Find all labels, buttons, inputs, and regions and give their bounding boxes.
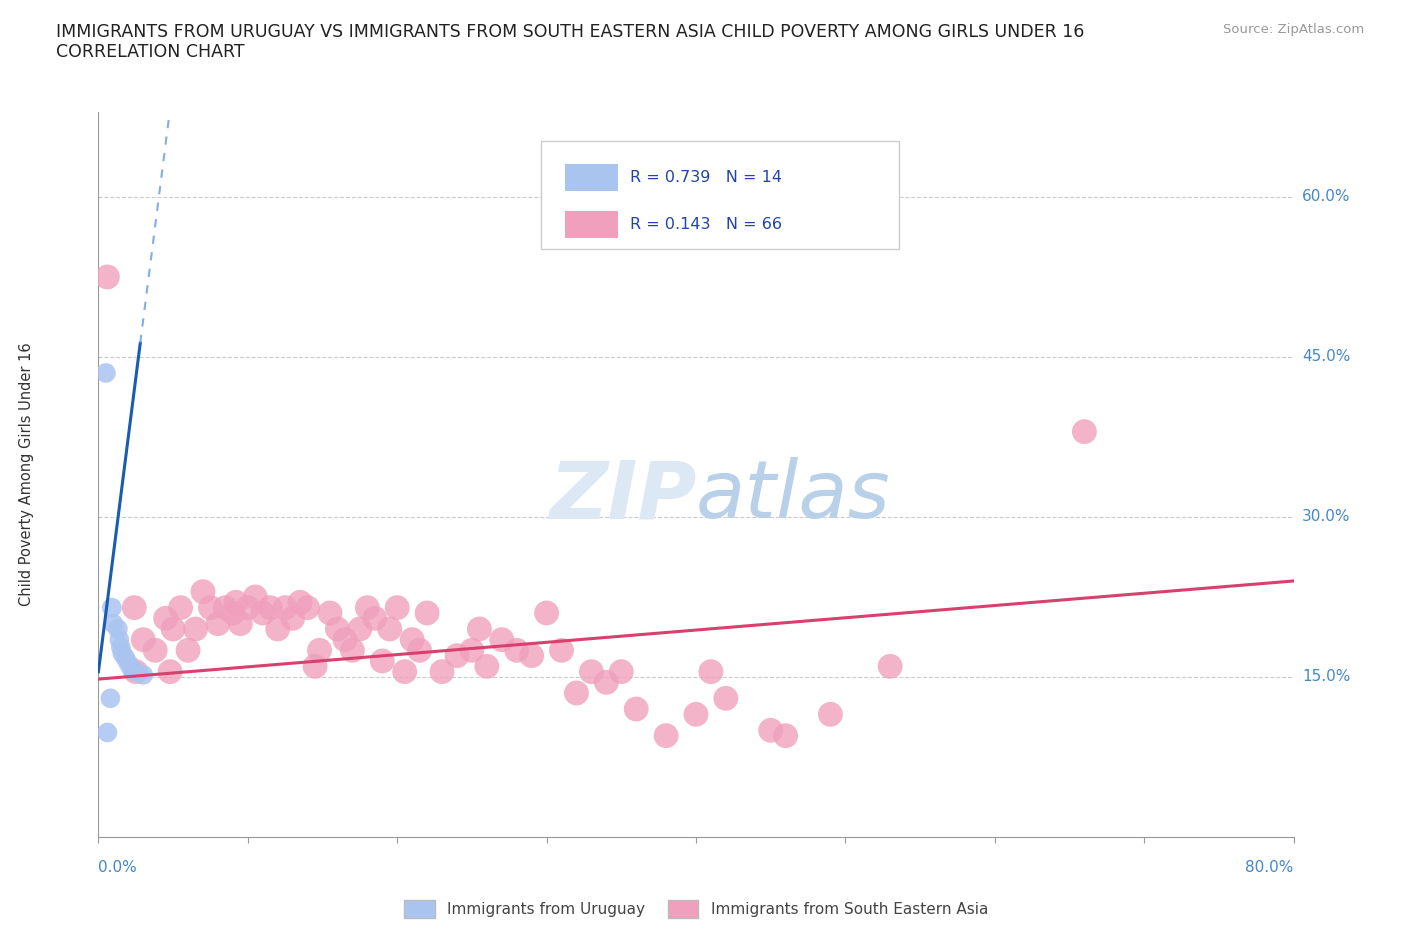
Point [595, 675, 617, 690]
Point [96, 270, 118, 285]
Point [655, 728, 678, 743]
Point [159, 664, 181, 679]
Point [879, 658, 901, 673]
Point [177, 643, 200, 658]
Point [120, 661, 142, 676]
Text: Child Poverty Among Girls Under 16: Child Poverty Among Girls Under 16 [20, 342, 34, 606]
Point [98, 691, 122, 706]
Point [207, 617, 229, 631]
Point [214, 600, 236, 615]
Point [132, 668, 155, 683]
Point [759, 723, 782, 737]
Point [222, 605, 245, 620]
Point [162, 621, 184, 636]
Point [124, 600, 146, 615]
Point [267, 621, 290, 636]
Text: R = 0.739   N = 14: R = 0.739 N = 14 [630, 170, 782, 185]
Point [581, 664, 603, 679]
Point [169, 600, 191, 615]
Point [700, 664, 723, 679]
Point [446, 648, 468, 663]
Point [117, 656, 139, 671]
Point [236, 600, 259, 615]
Point [475, 658, 498, 673]
Point [714, 691, 737, 706]
Point [308, 643, 330, 658]
Point [143, 643, 166, 658]
Point [155, 611, 177, 626]
Point [333, 632, 356, 647]
Point [101, 600, 124, 615]
Point [416, 605, 439, 620]
Point [685, 707, 707, 722]
Text: 0.0%: 0.0% [98, 860, 138, 875]
Point [191, 584, 214, 599]
Point [356, 600, 378, 615]
Point [94, 365, 117, 380]
Text: 30.0%: 30.0% [1302, 510, 1350, 525]
Legend: Immigrants from Uruguay, Immigrants from South Eastern Asia: Immigrants from Uruguay, Immigrants from… [398, 894, 994, 923]
Point [96, 725, 118, 740]
Point [132, 632, 155, 647]
Point [775, 728, 797, 743]
Text: atlas: atlas [696, 457, 891, 535]
Point [349, 621, 371, 636]
Text: ZIP: ZIP [548, 457, 696, 535]
Point [252, 605, 274, 620]
Point [107, 621, 129, 636]
Text: CORRELATION CHART: CORRELATION CHART [56, 43, 245, 60]
Point [110, 640, 132, 655]
Point [565, 685, 588, 700]
Point [114, 650, 136, 665]
Text: R = 0.143   N = 66: R = 0.143 N = 66 [630, 217, 782, 232]
Point [491, 632, 513, 647]
Point [468, 621, 491, 636]
Text: Source: ZipAtlas.com: Source: ZipAtlas.com [1223, 23, 1364, 36]
Point [550, 643, 572, 658]
Point [385, 600, 409, 615]
Point [624, 701, 647, 716]
Point [364, 611, 387, 626]
Point [319, 605, 342, 620]
Point [281, 611, 304, 626]
Point [371, 654, 394, 669]
Point [394, 664, 416, 679]
Point [245, 590, 267, 604]
Text: 45.0%: 45.0% [1302, 350, 1350, 365]
Point [408, 643, 430, 658]
Text: 80.0%: 80.0% [1246, 860, 1294, 875]
Text: 60.0%: 60.0% [1302, 190, 1350, 205]
Point [274, 600, 297, 615]
Point [520, 648, 543, 663]
Point [461, 643, 484, 658]
Point [326, 621, 349, 636]
Point [820, 707, 842, 722]
Bar [565, 164, 619, 191]
Point [111, 646, 134, 661]
Point [229, 617, 252, 631]
Point [378, 621, 401, 636]
Point [342, 643, 364, 658]
Point [610, 664, 633, 679]
Point [1073, 424, 1095, 439]
Point [103, 617, 125, 631]
Point [536, 605, 558, 620]
Point [225, 595, 247, 610]
Point [506, 643, 529, 658]
Bar [565, 211, 619, 238]
Point [125, 664, 148, 679]
FancyBboxPatch shape [540, 140, 900, 249]
Point [108, 632, 131, 647]
Point [430, 664, 453, 679]
Point [184, 621, 207, 636]
Point [200, 600, 222, 615]
Point [259, 600, 281, 615]
Text: 15.0%: 15.0% [1302, 670, 1350, 684]
Point [288, 595, 311, 610]
Point [304, 658, 326, 673]
Point [297, 600, 319, 615]
Point [125, 664, 148, 679]
Text: IMMIGRANTS FROM URUGUAY VS IMMIGRANTS FROM SOUTH EASTERN ASIA CHILD POVERTY AMON: IMMIGRANTS FROM URUGUAY VS IMMIGRANTS FR… [56, 23, 1084, 41]
Point [401, 632, 423, 647]
